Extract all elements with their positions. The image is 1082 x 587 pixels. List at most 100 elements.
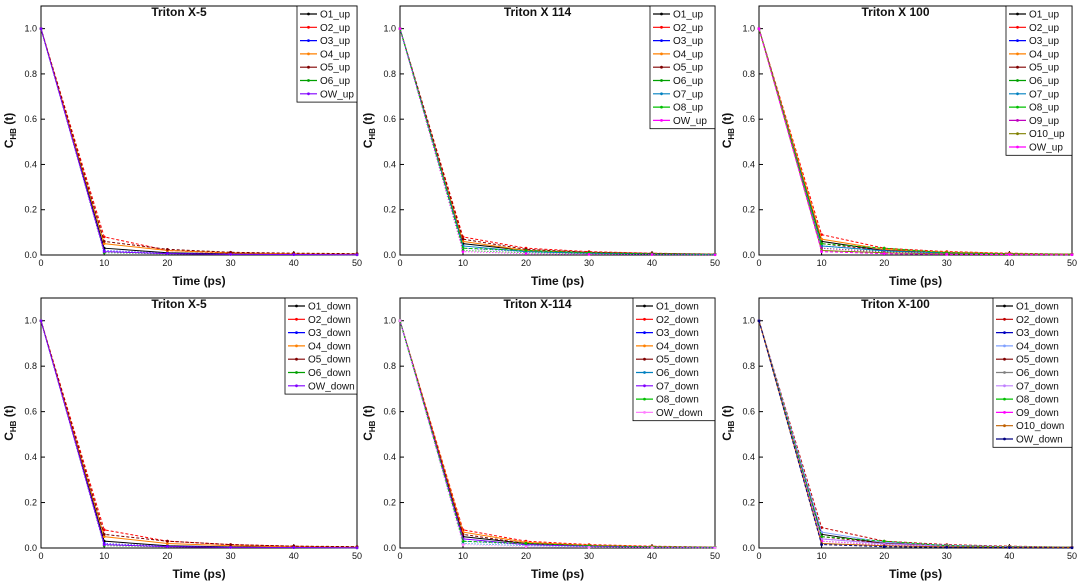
x-tick-label: 10 [817, 551, 827, 561]
series-line-ow-up [40, 28, 358, 256]
y-tick-label: 0.6 [383, 407, 396, 417]
y-tick-label: 0.2 [383, 498, 396, 508]
x-tick-label: 40 [1004, 551, 1014, 561]
legend-label: O9_down [1016, 408, 1059, 419]
legend-marker [1003, 384, 1006, 388]
legend: O1_down O2_down O3_down O4_down O5_down O6_do… [632, 297, 716, 422]
y-tick-label: 1.0 [24, 24, 37, 34]
data-point [524, 249, 528, 252]
y-tick-label: 0.2 [742, 205, 755, 215]
legend-label: O3_up [673, 36, 703, 47]
x-tick-label: 40 [647, 551, 657, 561]
x-tick-label: 10 [458, 258, 468, 268]
y-tick-label: 0.6 [742, 407, 755, 417]
x-tick-label: 50 [1067, 551, 1077, 561]
legend-label: O7_down [1016, 381, 1059, 392]
legend-label: O3_up [1029, 36, 1059, 47]
x-tick-label: 30 [942, 551, 952, 561]
y-tick-label: 0.0 [383, 250, 396, 260]
legend-label: O8_up [1029, 103, 1059, 114]
legend-label: O6_up [1029, 76, 1059, 87]
data-point [102, 535, 106, 539]
legend-marker [1003, 357, 1006, 361]
legend-marker [1003, 317, 1006, 321]
x-tick-label: 20 [879, 551, 889, 561]
x-tick-label: 0 [397, 258, 402, 268]
legend-label: O4_up [320, 49, 350, 60]
chart-title: Triton X-5 [151, 297, 207, 311]
data-point [882, 246, 886, 250]
data-point [355, 546, 359, 550]
series-line-o8-up [399, 28, 716, 255]
x-tick-label: 0 [397, 551, 402, 561]
data-point [39, 319, 43, 323]
y-tick-label: 0.6 [24, 114, 37, 124]
x-tick-label: 40 [289, 551, 299, 561]
x-tick-label: 50 [352, 551, 362, 561]
data-point [166, 539, 169, 543]
legend-label: O7_down [656, 381, 699, 392]
legend-marker [1016, 52, 1019, 56]
chart-panel-4: 0 10 20 30 40 50 0.0 0.2 0.4 0.6 0.8 1.0 Triton X-5 T… [2, 297, 362, 581]
legend-label: O3_down [1016, 328, 1059, 339]
data-point [1070, 546, 1074, 550]
data-point [166, 252, 169, 256]
y-tick-label: 0.4 [24, 159, 37, 169]
legend-label: O1_up [320, 10, 350, 21]
legend-label: O5_up [320, 63, 350, 74]
data-point [461, 237, 465, 241]
y-axis-label: CHB (t) [720, 113, 736, 149]
legend-label: O2_down [308, 315, 351, 326]
legend-marker [660, 79, 663, 82]
series-line-o4-up [40, 28, 358, 255]
data-point [757, 319, 761, 323]
legend-marker [295, 344, 298, 348]
data-point [1008, 546, 1011, 549]
legend-marker [1003, 397, 1006, 401]
data-point [945, 252, 949, 256]
y-tick-label: 0.8 [24, 361, 37, 371]
x-tick-label: 0 [756, 258, 761, 268]
data-point [882, 539, 886, 543]
series-line-ow-up [758, 28, 1073, 256]
legend-label: O3_up [320, 36, 350, 47]
data-point [650, 253, 654, 256]
legend-marker [643, 357, 646, 361]
x-tick-label: 30 [226, 551, 236, 561]
legend-marker [1003, 424, 1006, 428]
legend-marker [643, 384, 646, 388]
legend-marker [295, 331, 298, 334]
legend-label: O1_down [1016, 302, 1059, 313]
y-axis-label: CHB (t) [361, 113, 377, 149]
chart-title: Triton X-5 [151, 5, 207, 19]
legend-label: O1_up [1029, 10, 1059, 21]
legend-label: O4_down [656, 341, 699, 352]
data-point [355, 253, 359, 257]
legend-marker [660, 65, 663, 69]
x-tick-label: 50 [352, 258, 362, 268]
legend-label: O4_down [1016, 341, 1059, 352]
legend-label: O4_down [308, 341, 351, 352]
series-line-o5-up [399, 28, 716, 255]
x-axis-label: Time (ps) [889, 274, 942, 288]
legend-marker [643, 371, 646, 374]
legend-marker [307, 79, 310, 82]
chart-title: Triton X-100 [861, 297, 930, 311]
x-axis-label: Time (ps) [172, 274, 225, 288]
data-point [102, 240, 106, 243]
series-line-o8-down [758, 320, 1073, 548]
x-tick-label: 10 [458, 551, 468, 561]
legend-marker [307, 65, 310, 69]
y-tick-label: 0.4 [24, 452, 37, 462]
data-point [102, 543, 106, 546]
legend-marker [660, 12, 663, 16]
data-point [524, 542, 528, 545]
legend-marker [307, 52, 310, 56]
series-line-o4-down [40, 320, 358, 548]
x-tick-label: 20 [521, 258, 531, 268]
y-tick-label: 0.6 [24, 407, 37, 417]
y-tick-label: 0.8 [24, 69, 37, 79]
plot-frame [40, 5, 358, 256]
series-line-o2-up [40, 28, 358, 255]
